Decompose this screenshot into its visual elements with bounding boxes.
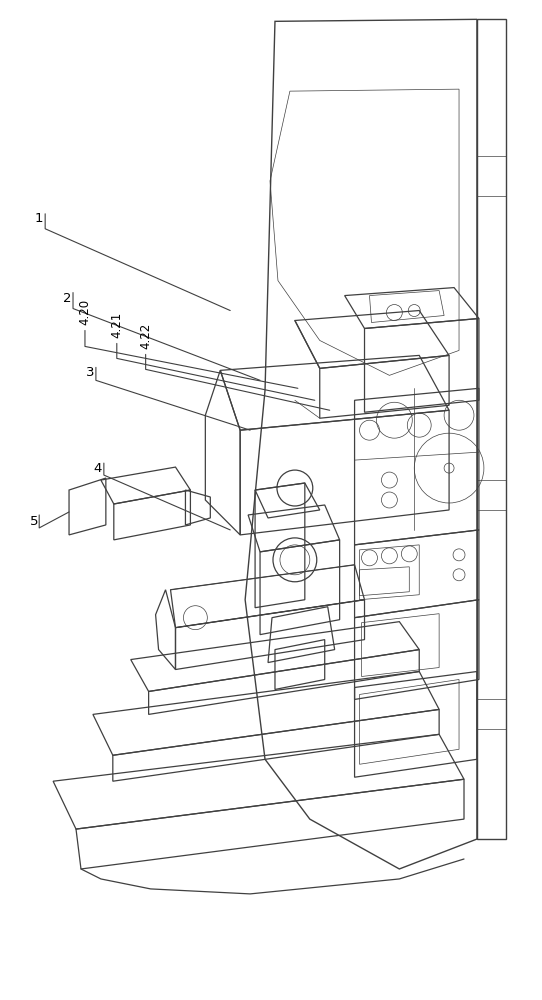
Text: 3: 3 bbox=[86, 366, 94, 379]
Text: 4: 4 bbox=[94, 462, 102, 475]
Text: 1: 1 bbox=[35, 212, 43, 225]
Text: 5: 5 bbox=[30, 515, 38, 528]
Text: 2: 2 bbox=[63, 292, 72, 305]
Text: 4.21: 4.21 bbox=[110, 312, 123, 338]
Text: 4.22: 4.22 bbox=[139, 323, 152, 349]
Text: 4.20: 4.20 bbox=[79, 299, 92, 325]
